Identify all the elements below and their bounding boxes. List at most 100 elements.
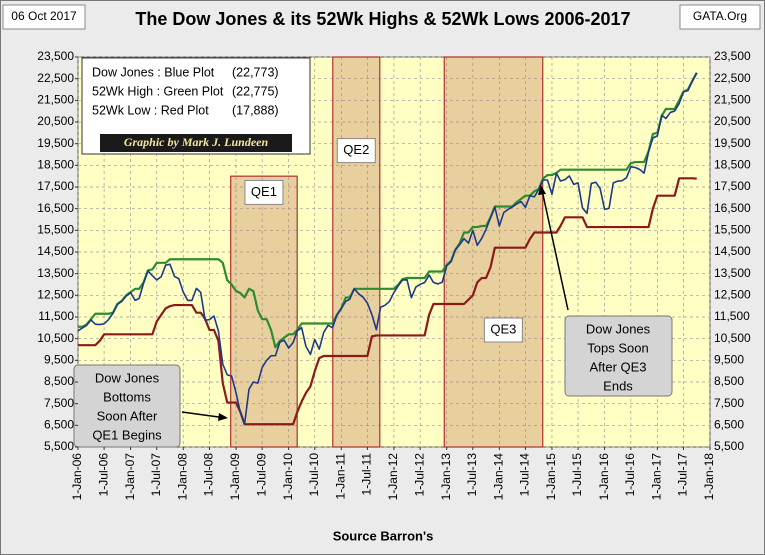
series-line xyxy=(78,72,698,349)
y2-tick-label: 21,500 xyxy=(714,93,751,107)
x-tick-label: 1-Jan-10 xyxy=(281,453,295,501)
x-tick-label: 1-Jul-08 xyxy=(202,453,216,497)
y2-tick-label: 23,500 xyxy=(714,49,751,63)
y-tick-label: 10,500 xyxy=(37,331,74,345)
legend: Dow Jones : Blue Plot (22,773) 52Wk High… xyxy=(81,57,311,155)
y-tick-label: 15,500 xyxy=(37,223,74,237)
y-tick-label: 21,500 xyxy=(37,93,74,107)
x-tick-label: 1-Jan-16 xyxy=(597,453,611,501)
y-tick-label: 20,500 xyxy=(37,114,74,128)
y-tick-label: 17,500 xyxy=(37,179,74,193)
region-label-box xyxy=(483,317,523,343)
x-axis-label: Source Barron's xyxy=(333,528,434,543)
x-tick-label: 1-Jan-17 xyxy=(650,453,664,501)
y-tick-label: 6,500 xyxy=(44,418,74,432)
y-tick-label: 14,500 xyxy=(37,244,74,258)
legend-label: Dow Jones : Blue Plot xyxy=(92,65,215,79)
source-site: GATA.Org xyxy=(693,9,747,23)
y2-tick-label: 12,500 xyxy=(714,288,751,302)
x-tick-label: 1-Jan-15 xyxy=(544,453,558,501)
y2-tick-label: 11,500 xyxy=(714,309,750,323)
region-label: QE1 xyxy=(251,184,277,199)
x-tick-label: 1-Jul-07 xyxy=(149,453,163,497)
y-tick-label: 12,500 xyxy=(37,288,74,302)
x-tick-label: 1-Jul-09 xyxy=(254,453,268,497)
x-tick-label: 1-Jul-12 xyxy=(412,453,426,497)
legend-value: (22,775) xyxy=(232,84,279,98)
y2-tick-label: 7,500 xyxy=(714,396,744,410)
annotation-text: Bottoms xyxy=(103,389,151,404)
y2-tick-label: 20,500 xyxy=(714,114,751,128)
region-label-box xyxy=(336,138,376,164)
annotation-box xyxy=(73,364,181,448)
y-tick-label: 9,500 xyxy=(44,353,74,367)
x-tick-label: 1-Jul-13 xyxy=(465,453,479,497)
date-label: 06 Oct 2017 xyxy=(11,9,77,23)
x-tick-label: 1-Jul-15 xyxy=(570,453,584,497)
x-tick-label: 1-Jul-06 xyxy=(96,453,110,497)
region-label: QE2 xyxy=(343,142,369,157)
y-tick-label: 13,500 xyxy=(37,266,74,280)
series-line xyxy=(77,72,698,426)
annotation: Dow Jones Bottoms Soon After QE1 Begins xyxy=(73,364,228,448)
series-line xyxy=(78,177,697,426)
annotation: Dow Jones Tops Soon After QE3 Ends xyxy=(538,185,673,397)
y2-tick-label: 17,500 xyxy=(714,179,751,193)
x-tick-label: 1-Jan-09 xyxy=(228,453,242,501)
credit: Graphic by Mark J. Lundeen xyxy=(124,135,269,149)
y2-tick-label: 14,500 xyxy=(714,244,751,258)
y2-tick-label: 6,500 xyxy=(714,418,744,432)
legend-value: (22,773) xyxy=(232,65,279,79)
annotation-text: Ends xyxy=(603,378,633,393)
legend-label: 52Wk Low : Red Plot xyxy=(92,103,209,117)
x-tick-label: 1-Jul-16 xyxy=(623,453,637,497)
x-tick-label: 1-Jan-08 xyxy=(175,453,189,501)
y2-tick-label: 16,500 xyxy=(714,201,751,215)
y2-tick-label: 22,500 xyxy=(714,71,751,85)
x-tick-label: 1-Jan-06 xyxy=(70,453,84,501)
y-tick-label: 22,500 xyxy=(37,71,74,85)
y2-tick-label: 8,500 xyxy=(714,374,744,388)
y-tick-label: 16,500 xyxy=(37,201,74,215)
annotation-text: Tops Soon xyxy=(587,340,648,355)
legend-label: 52Wk High : Green Plot xyxy=(92,84,224,98)
y-tick-label: 7,500 xyxy=(44,396,74,410)
annotation-text: Soon After xyxy=(97,408,158,423)
y-tick-label: 8,500 xyxy=(44,374,74,388)
y2-tick-label: 10,500 xyxy=(714,331,751,345)
credit-bar xyxy=(100,134,292,152)
arrow-head xyxy=(538,185,546,195)
y-tick-label: 11,500 xyxy=(38,309,74,323)
annotation-text: Dow Jones xyxy=(95,370,160,385)
site-box xyxy=(679,4,761,30)
y2-tick-label: 13,500 xyxy=(714,266,751,280)
x-tick-label: 1-Jul-11 xyxy=(360,453,374,496)
region-label-box xyxy=(244,179,284,205)
annotation-text: After QE3 xyxy=(589,359,646,374)
qe-region xyxy=(443,56,544,448)
x-tick-label: 1-Jul-17 xyxy=(676,453,690,497)
chart-title: The Dow Jones & its 52Wk Highs & 52Wk Lo… xyxy=(135,9,630,29)
qe-region xyxy=(332,56,381,448)
annotation-text: Dow Jones xyxy=(586,321,651,336)
arrow-head xyxy=(218,413,228,421)
x-tick-label: 1-Jan-12 xyxy=(386,453,400,501)
x-tick-label: 1-Jan-07 xyxy=(123,453,137,501)
arrow xyxy=(541,189,569,311)
y-tick-label: 23,500 xyxy=(37,49,74,63)
annotation-text: QE1 Begins xyxy=(92,427,162,442)
qe-region xyxy=(230,175,298,448)
date-box xyxy=(2,4,86,30)
x-tick-label: 1-Jan-13 xyxy=(439,453,453,501)
legend-value: (17,888) xyxy=(232,103,279,117)
y2-tick-label: 9,500 xyxy=(714,353,744,367)
y2-tick-label: 5,500 xyxy=(714,439,744,453)
y2-tick-label: 18,500 xyxy=(714,158,751,172)
y2-tick-label: 15,500 xyxy=(714,223,751,237)
y2-tick-label: 19,500 xyxy=(714,136,751,150)
region-label: QE3 xyxy=(490,321,516,336)
x-tick-label: 1-Jul-14 xyxy=(518,453,532,497)
x-tick-label: 1-Jul-10 xyxy=(307,453,321,497)
x-tick-label: 1-Jan-11 xyxy=(333,453,347,500)
